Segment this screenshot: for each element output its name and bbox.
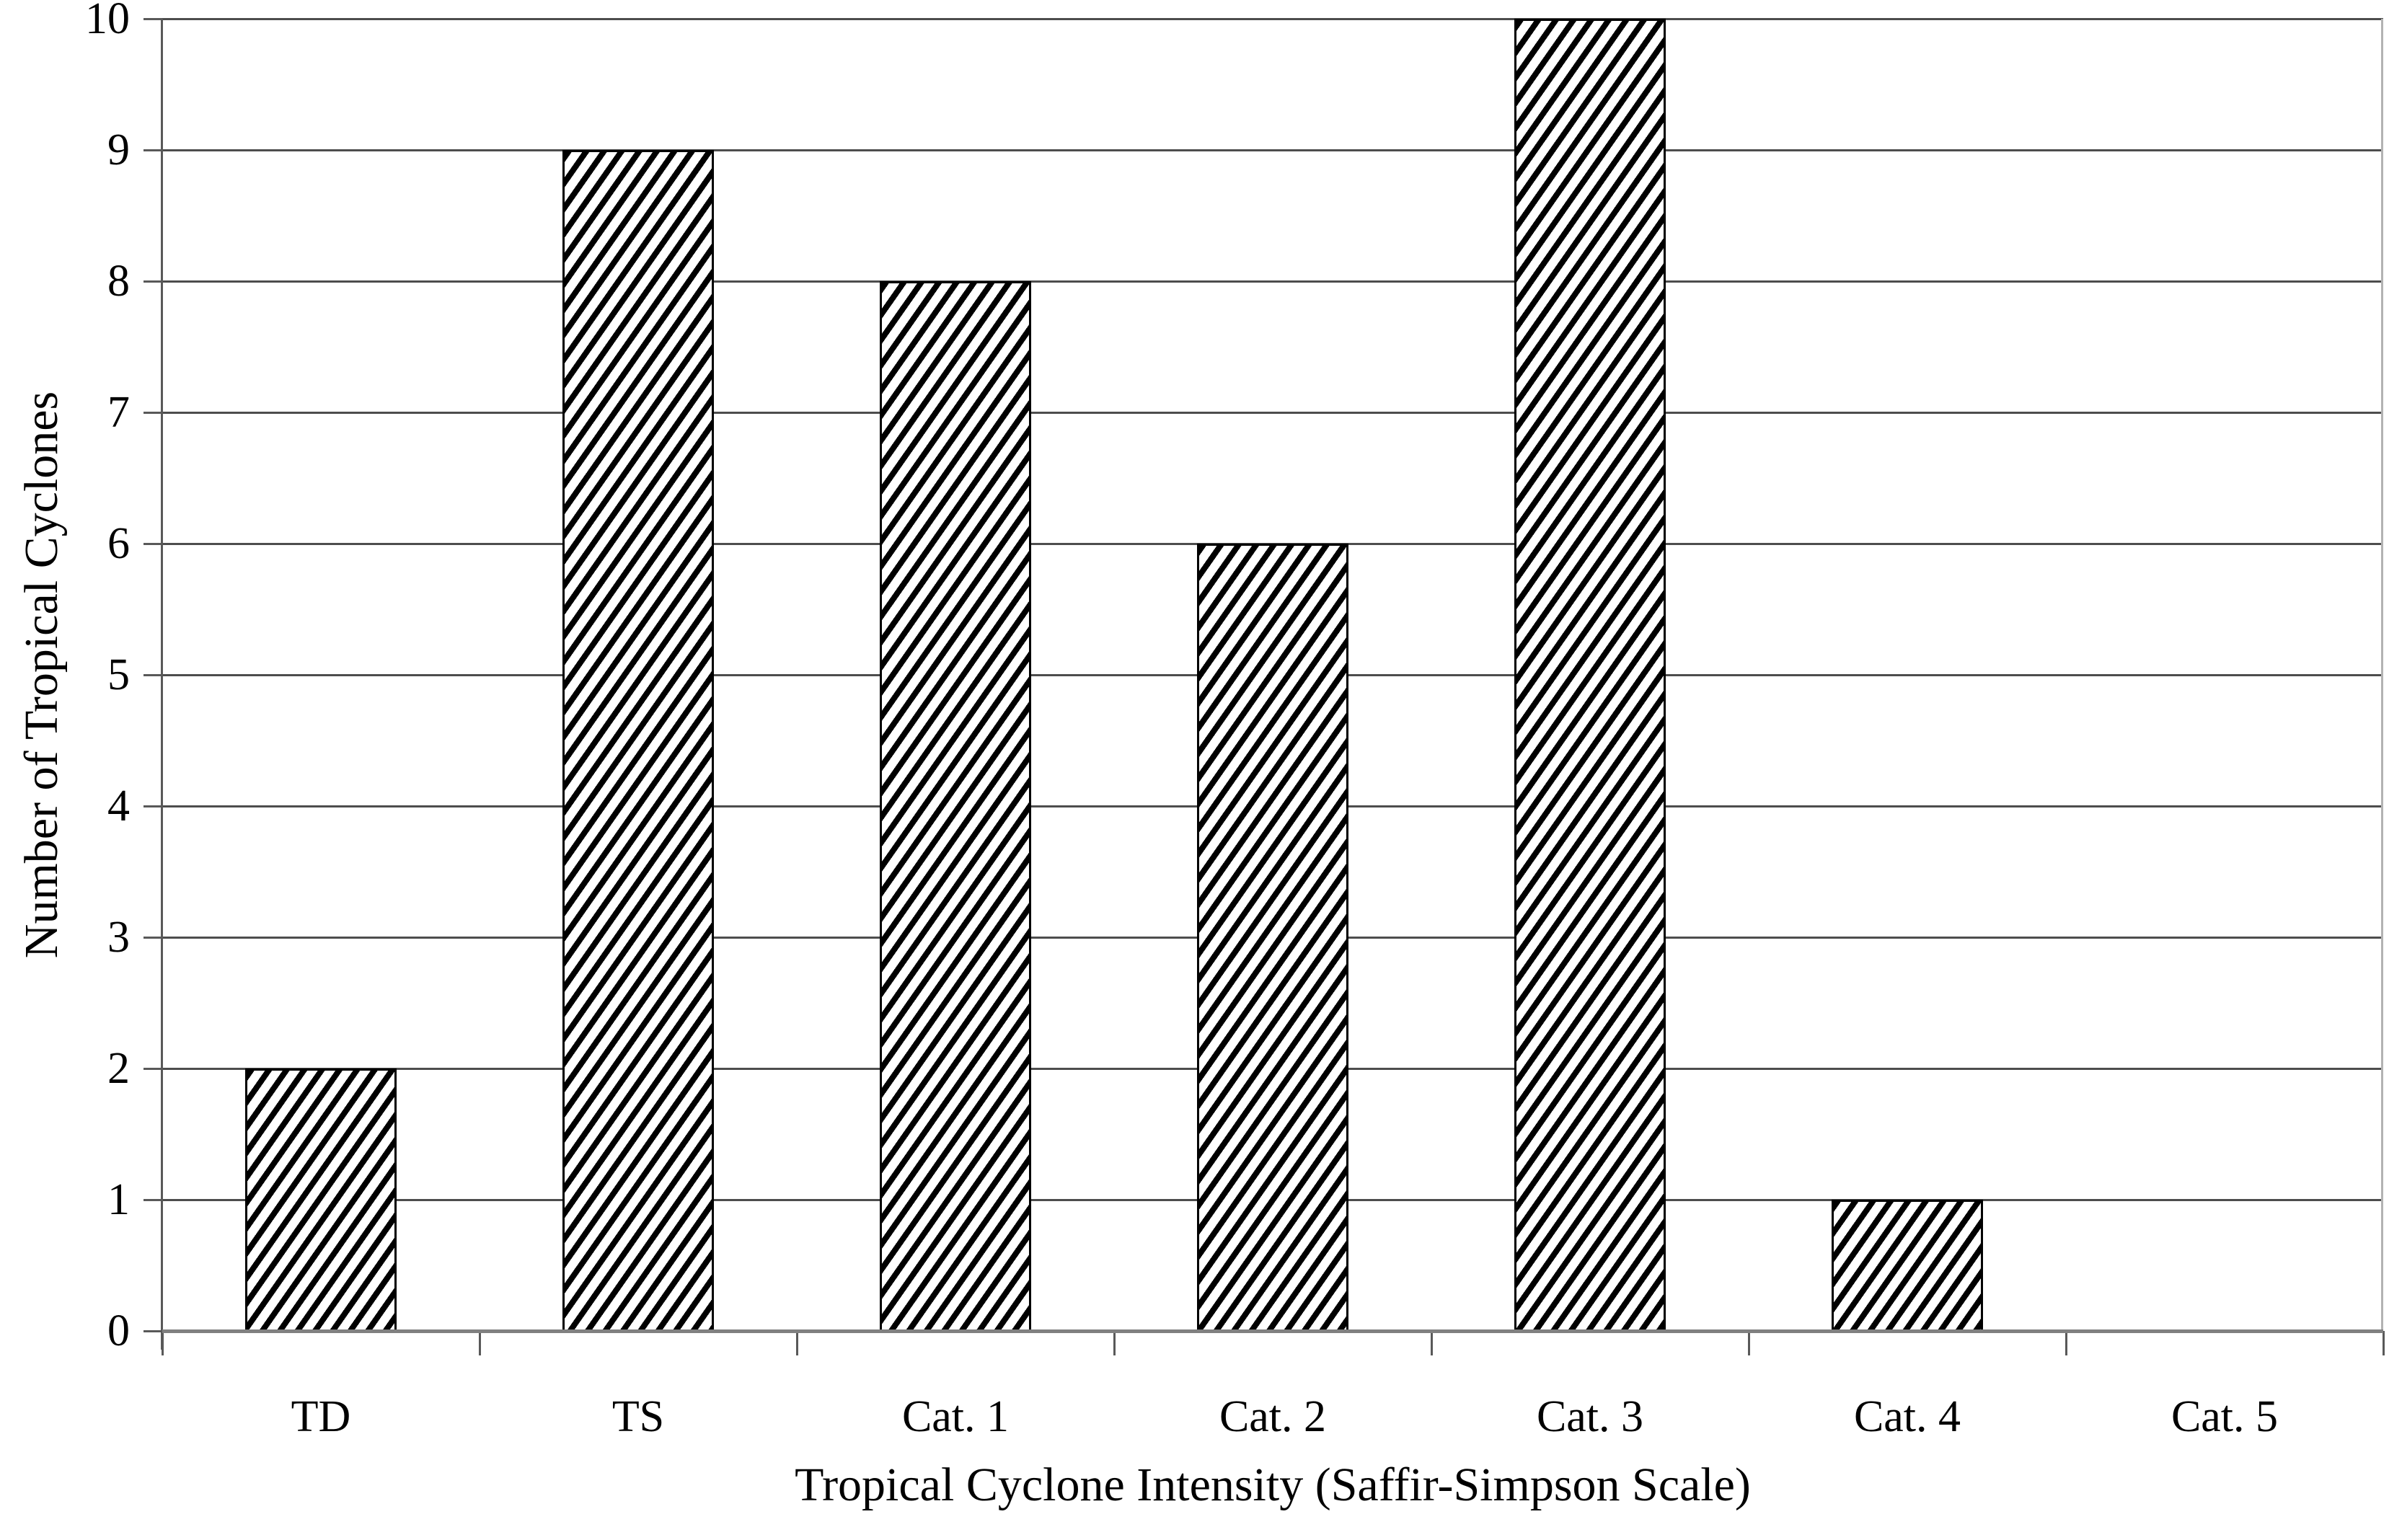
y-tick-label-1: 1 bbox=[107, 1175, 130, 1224]
x-category-label-cat-3: Cat. 3 bbox=[1536, 1392, 1644, 1441]
y-tick-label-3: 3 bbox=[107, 913, 130, 962]
y-tick-label-2: 2 bbox=[107, 1044, 130, 1093]
x-tick-5 bbox=[1748, 1331, 1750, 1355]
plot-right-border bbox=[2381, 19, 2383, 1331]
x-tick-6 bbox=[2065, 1331, 2067, 1355]
plot-area bbox=[162, 18, 2383, 1331]
x-tick-4 bbox=[1431, 1331, 1433, 1355]
y-tick-4 bbox=[143, 805, 162, 807]
bar-td bbox=[245, 1068, 397, 1331]
bar-cat-4 bbox=[1832, 1200, 1983, 1331]
gridline-y-10 bbox=[162, 18, 2383, 20]
x-tick-2 bbox=[796, 1331, 798, 1355]
x-axis-line bbox=[162, 1329, 2383, 1333]
x-axis-title: Tropical Cyclone Intensity (Saffir-Simps… bbox=[795, 1459, 1751, 1511]
bar-cat-1 bbox=[880, 281, 1031, 1331]
y-tick-label-5: 5 bbox=[107, 650, 130, 699]
y-tick-label-10: 10 bbox=[85, 0, 130, 43]
gridline-y-8 bbox=[162, 280, 2383, 283]
x-category-label-td: TD bbox=[291, 1392, 351, 1441]
x-category-label-cat-2: Cat. 2 bbox=[1219, 1392, 1327, 1441]
y-tick-label-4: 4 bbox=[107, 782, 130, 831]
y-tick-9 bbox=[143, 149, 162, 151]
y-tick-5 bbox=[143, 674, 162, 676]
y-tick-label-8: 8 bbox=[107, 257, 130, 306]
y-tick-10 bbox=[143, 18, 162, 20]
y-tick-2 bbox=[143, 1068, 162, 1070]
x-tick-3 bbox=[1113, 1331, 1116, 1355]
y-tick-label-0: 0 bbox=[107, 1306, 130, 1355]
y-tick-label-9: 9 bbox=[107, 125, 130, 174]
bar-cat-2 bbox=[1197, 544, 1348, 1331]
gridline-y-9 bbox=[162, 149, 2383, 151]
y-tick-label-6: 6 bbox=[107, 519, 130, 568]
y-tick-label-7: 7 bbox=[107, 388, 130, 437]
y-tick-6 bbox=[143, 543, 162, 545]
x-category-label-ts: TS bbox=[611, 1392, 665, 1441]
y-axis-line bbox=[161, 19, 163, 1350]
x-category-label-cat-4: Cat. 4 bbox=[1853, 1392, 1961, 1441]
gridline-y-7 bbox=[162, 412, 2383, 414]
bar-cat-3 bbox=[1514, 19, 1666, 1331]
y-tick-0 bbox=[143, 1330, 162, 1332]
y-tick-1 bbox=[143, 1199, 162, 1201]
x-tick-0 bbox=[162, 1331, 164, 1355]
bar-ts bbox=[562, 150, 714, 1331]
x-tick-1 bbox=[479, 1331, 481, 1355]
y-tick-8 bbox=[143, 280, 162, 283]
x-tick-7 bbox=[2383, 1331, 2385, 1355]
y-tick-7 bbox=[143, 412, 162, 414]
y-tick-3 bbox=[143, 937, 162, 939]
x-category-label-cat-5: Cat. 5 bbox=[2171, 1392, 2279, 1441]
x-category-label-cat-1: Cat. 1 bbox=[901, 1392, 1010, 1441]
